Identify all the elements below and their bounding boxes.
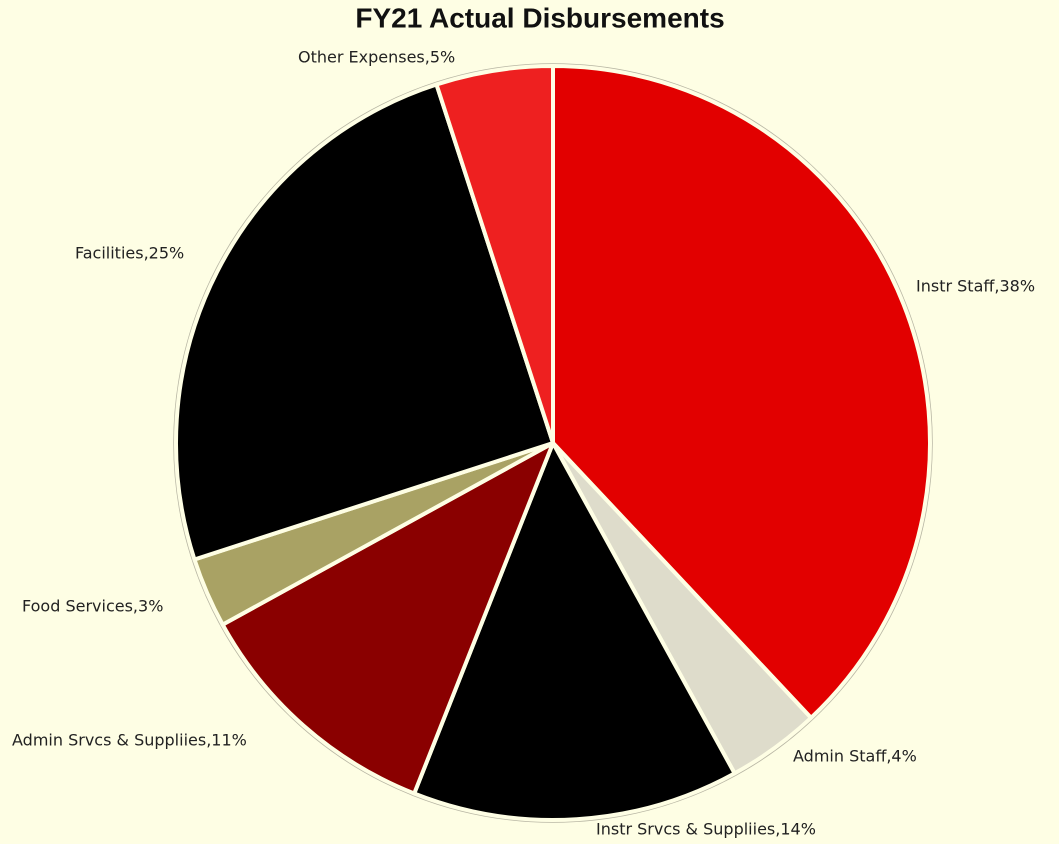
- slice-label: Admin Staff,4%: [793, 747, 917, 766]
- pie-slice: [551, 64, 932, 720]
- slice-label: Food Services,3%: [22, 597, 163, 616]
- chart-title: FY21 Actual Disbursements: [355, 2, 724, 33]
- pie-slice: [412, 441, 737, 822]
- slice-label: Facilities,25%: [75, 244, 184, 263]
- slice-label: Admin Srvcs & Suppliies,11%: [12, 731, 247, 750]
- pie-slice: [434, 64, 555, 445]
- slice-label: Instr Staff,38%: [916, 277, 1035, 296]
- pie-slice: [220, 441, 555, 796]
- slice-label: Instr Srvcs & Suppliies,14%: [596, 820, 816, 839]
- slice-label: Other Expenses,5%: [298, 48, 455, 67]
- pie-slice: [174, 82, 555, 562]
